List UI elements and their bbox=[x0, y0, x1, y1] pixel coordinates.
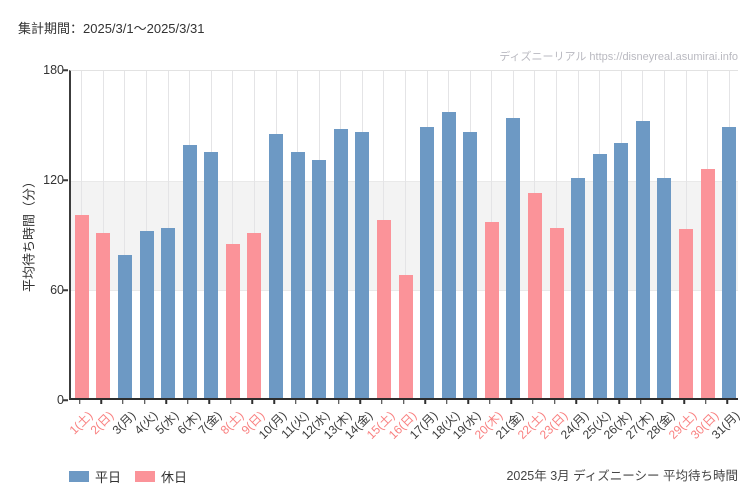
bar-day-26 bbox=[614, 143, 629, 398]
chart-caption: 2025年 3月 ディズニーシー 平均待ち時間 bbox=[506, 469, 738, 483]
weekday-swatch-icon bbox=[69, 471, 89, 482]
xtick-day-5 bbox=[165, 400, 167, 404]
bar-day-21 bbox=[506, 117, 521, 398]
y-tick-label-180: 180 bbox=[43, 63, 64, 77]
bar-day-14 bbox=[355, 132, 370, 398]
bar-day-22 bbox=[527, 192, 542, 398]
y-tick-mark-0 bbox=[63, 399, 68, 401]
gridline-day-16 bbox=[405, 71, 406, 398]
xtick-day-10 bbox=[273, 400, 275, 404]
xtick-day-9 bbox=[251, 400, 254, 404]
legend-weekday-label: 平日 bbox=[95, 470, 122, 485]
bar-day-10 bbox=[269, 134, 284, 398]
xtick-day-1 bbox=[79, 400, 81, 404]
y-tick-label-120: 120 bbox=[43, 173, 64, 187]
xtick-day-18 bbox=[445, 400, 448, 404]
bar-day-7 bbox=[204, 152, 219, 398]
xtick-day-28 bbox=[661, 400, 664, 404]
bar-day-13 bbox=[333, 128, 348, 398]
bar-day-30 bbox=[700, 168, 715, 398]
xtick-day-12 bbox=[316, 400, 318, 404]
bar-day-8 bbox=[225, 244, 240, 398]
xtick-day-16 bbox=[402, 400, 405, 404]
gridline-day-3 bbox=[124, 71, 126, 398]
xtick-day-21 bbox=[510, 400, 513, 404]
bar-day-23 bbox=[549, 227, 564, 398]
bar-day-16 bbox=[398, 275, 413, 398]
bar-day-12 bbox=[312, 159, 327, 398]
y-tick-label-0: 0 bbox=[57, 393, 64, 407]
bar-day-24 bbox=[571, 178, 586, 398]
bar-day-9 bbox=[247, 233, 262, 398]
bar-day-5 bbox=[161, 227, 176, 398]
xtick-day-23 bbox=[553, 400, 556, 404]
bar-day-6 bbox=[182, 145, 197, 398]
xtick-day-31 bbox=[726, 400, 728, 404]
bar-day-20 bbox=[484, 222, 499, 398]
bar-day-3 bbox=[117, 255, 132, 398]
bar-day-2 bbox=[96, 233, 111, 398]
bar-day-27 bbox=[635, 121, 650, 398]
xtick-day-17 bbox=[424, 400, 426, 404]
xtick-day-19 bbox=[467, 400, 469, 404]
site-watermark: ディズニーリアル https://disneyreal.asumirai.inf… bbox=[499, 51, 738, 63]
bar-day-31 bbox=[722, 126, 737, 398]
y-tick-mark-60 bbox=[63, 289, 68, 291]
xtick-day-2 bbox=[100, 400, 103, 404]
bar-day-19 bbox=[463, 132, 478, 398]
gridline-day-8 bbox=[232, 71, 234, 398]
legend-holiday-label: 休日 bbox=[161, 470, 188, 485]
xtick-day-25 bbox=[596, 400, 599, 404]
bar-day-25 bbox=[592, 154, 607, 398]
xtick-day-13 bbox=[338, 400, 340, 404]
bar-day-18 bbox=[441, 112, 456, 398]
bar-day-17 bbox=[420, 126, 435, 398]
plot-area bbox=[69, 70, 738, 400]
xtick-day-20 bbox=[489, 400, 491, 404]
y-tick-mark-180 bbox=[63, 69, 68, 71]
xtick-day-27 bbox=[640, 400, 642, 404]
legend-item-weekday: 平日 bbox=[69, 467, 121, 486]
xtick-day-22 bbox=[532, 400, 534, 404]
xtick-day-8 bbox=[230, 400, 232, 404]
xtick-day-30 bbox=[704, 400, 707, 404]
holiday-swatch-icon bbox=[135, 471, 156, 482]
xtick-day-4 bbox=[143, 400, 146, 404]
legend-item-holiday: 休日 bbox=[135, 467, 187, 486]
bar-day-15 bbox=[376, 220, 391, 398]
bar-day-11 bbox=[290, 152, 305, 398]
xtick-day-7 bbox=[208, 400, 211, 404]
xtick-day-14 bbox=[359, 400, 362, 404]
xtick-day-3 bbox=[122, 400, 124, 404]
bar-day-28 bbox=[657, 178, 672, 398]
chart-legend: 平日 休日 bbox=[69, 467, 187, 486]
xtick-day-15 bbox=[381, 400, 383, 404]
xtick-day-29 bbox=[683, 400, 685, 404]
xtick-day-24 bbox=[575, 400, 577, 404]
y-tick-label-60: 60 bbox=[50, 283, 64, 297]
xtick-day-26 bbox=[618, 400, 621, 404]
aggregation-period-label: 集計期間：2025/3/1～2025/3/31 bbox=[18, 21, 205, 36]
bar-day-4 bbox=[139, 231, 154, 398]
xtick-day-11 bbox=[294, 400, 297, 404]
bar-day-29 bbox=[679, 229, 694, 398]
xtick-day-6 bbox=[186, 400, 189, 404]
bar-day-1 bbox=[74, 214, 89, 398]
y-tick-mark-120 bbox=[63, 179, 68, 181]
